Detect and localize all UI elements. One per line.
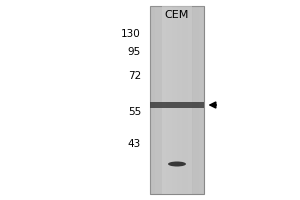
Text: 55: 55 (128, 107, 141, 117)
Bar (199, 6, 204, 194)
Bar (155, 6, 161, 194)
Bar (172, 6, 177, 194)
Bar (177, 6, 182, 194)
Text: 72: 72 (128, 71, 141, 81)
Bar (150, 6, 204, 194)
Bar (188, 6, 193, 194)
Bar (166, 6, 172, 194)
Bar (150, 6, 155, 194)
Bar (162, 6, 192, 194)
Text: CEM: CEM (165, 10, 189, 20)
Bar (182, 6, 188, 194)
Text: 130: 130 (121, 29, 141, 39)
Text: 95: 95 (128, 47, 141, 57)
Bar (150, 102, 204, 108)
Ellipse shape (168, 162, 186, 166)
Bar (193, 6, 199, 194)
Bar (161, 6, 166, 194)
Text: 43: 43 (128, 139, 141, 149)
